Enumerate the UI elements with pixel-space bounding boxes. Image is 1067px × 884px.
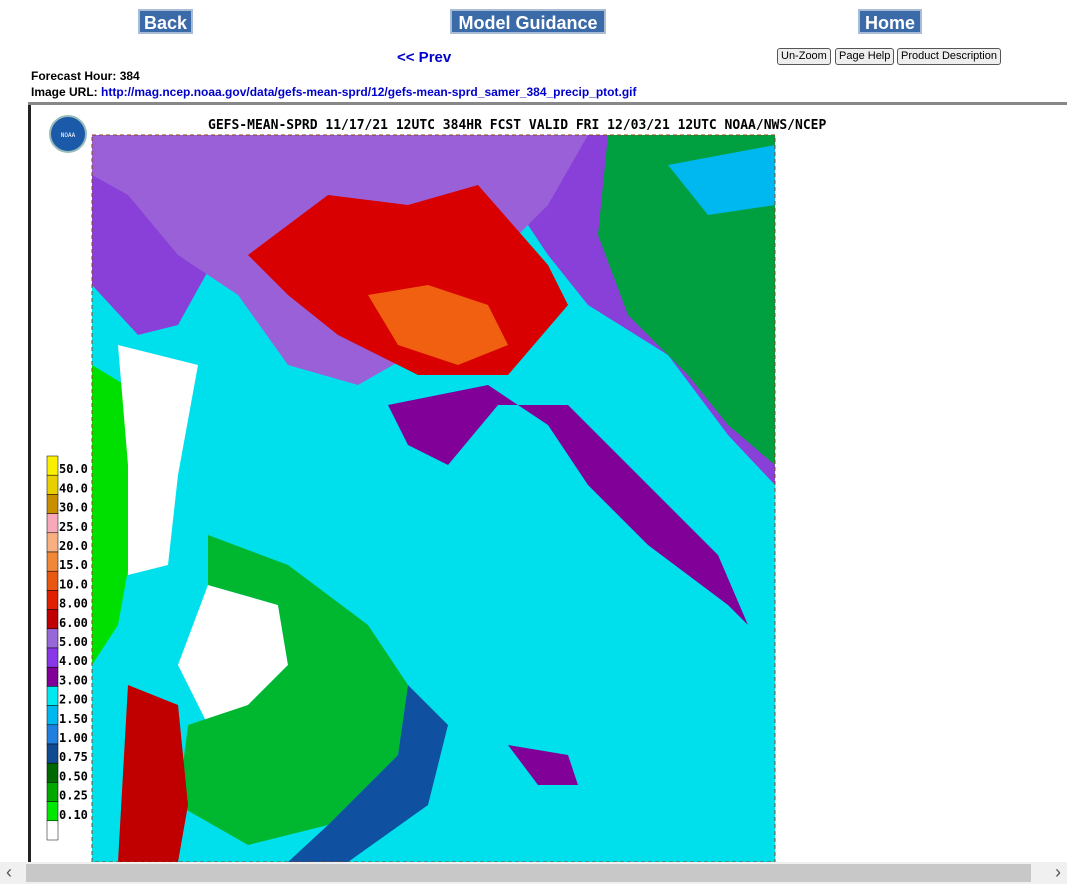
map-border (91, 134, 776, 862)
region (118, 345, 198, 575)
divider (28, 102, 1067, 105)
legend-swatch (46, 532, 59, 553)
legend-label: 40.0 (59, 481, 88, 495)
legend-swatch (46, 762, 59, 783)
legend-label: 3.00 (59, 673, 88, 687)
noaa-logo (49, 115, 87, 153)
legend-label: 0.50 (59, 769, 88, 783)
region (668, 145, 775, 215)
map-image: NOAA GEFS-MEAN-SPRD 11/17/21 12UTC 384HR… (28, 105, 826, 862)
map-title: GEFS-MEAN-SPRD 11/17/21 12UTC 384HR FCST… (208, 118, 826, 133)
region (388, 385, 748, 625)
product-description-button[interactable]: Product Description (897, 48, 1001, 65)
legend-swatch (46, 743, 59, 764)
legend-label: 0.10 (59, 808, 88, 822)
legend-swatch (46, 628, 59, 649)
legend-swatch (46, 551, 59, 572)
prev-link[interactable]: << Prev (397, 49, 452, 66)
frame-edge (28, 105, 31, 862)
legend-label: 1.50 (59, 712, 88, 726)
legend-swatch (46, 666, 59, 687)
model-guidance-button[interactable]: Model Guidance (450, 9, 606, 34)
legend-swatch (46, 820, 59, 841)
legend-label: 10.0 (59, 577, 88, 591)
legend-label: 5.00 (59, 635, 88, 649)
region (178, 585, 288, 725)
legend-swatch (46, 801, 59, 822)
legend-swatch (46, 474, 59, 495)
legend-swatch (46, 513, 59, 534)
legend-swatch (46, 782, 59, 802)
label: Forecast Hour: (31, 69, 117, 83)
legend-swatch (46, 724, 59, 745)
value: 384 (119, 69, 140, 83)
legend-label: 0.75 (59, 750, 88, 764)
region (118, 685, 188, 862)
url-link[interactable]: http://mag.ncep.noaa.gov/data/gefs-mean-… (101, 85, 637, 99)
legend-label: 8.00 (59, 597, 88, 611)
region (368, 285, 508, 365)
legend-swatch (46, 455, 59, 476)
legend-swatch (46, 647, 59, 668)
legend-swatch (46, 590, 59, 610)
legend-label: 15.0 (59, 558, 88, 572)
region (508, 745, 578, 785)
page-help-button[interactable]: Page Help (835, 48, 895, 65)
legend-swatch (46, 686, 59, 706)
legend-label: 2.00 (59, 693, 88, 707)
forecast-hour: Forecast Hour: 384 (31, 69, 140, 83)
legend-swatch (46, 705, 59, 726)
legend-swatch (46, 570, 59, 591)
region (178, 535, 408, 845)
region (598, 135, 775, 465)
region (288, 685, 448, 862)
logo-text: NOAA (61, 132, 76, 139)
legend: 50.0 40.0 30.0 25.0 20.0 15.0 10.0 8.00 6.00 5.00… (46, 455, 88, 841)
legend-swatch (46, 609, 59, 630)
legend-label: 4.00 (59, 654, 88, 668)
scroll-thumb[interactable] (26, 864, 1031, 882)
legend-label: 50.0 (59, 462, 88, 476)
image-url: Image URL: http://mag.ncep.noaa.gov/data… (31, 85, 637, 99)
unzoom-button[interactable]: Un-Zoom (777, 48, 831, 65)
legend-swatch (46, 494, 59, 514)
legend-label: 6.00 (59, 616, 88, 630)
scrollbar: ‹ › (0, 862, 1067, 884)
label: Image URL: (31, 85, 98, 99)
back-button[interactable]: Back (138, 9, 193, 34)
scroll-right[interactable]: › (1055, 862, 1061, 882)
home-button[interactable]: Home (858, 9, 922, 34)
legend-label: 20.0 (59, 539, 88, 553)
legend-label: 1.00 (59, 731, 88, 745)
legend-label: 30.0 (59, 501, 88, 515)
legend-label: 25.0 (59, 520, 88, 534)
scroll-left[interactable]: ‹ (6, 862, 12, 882)
legend-label: 0.25 (59, 789, 88, 803)
